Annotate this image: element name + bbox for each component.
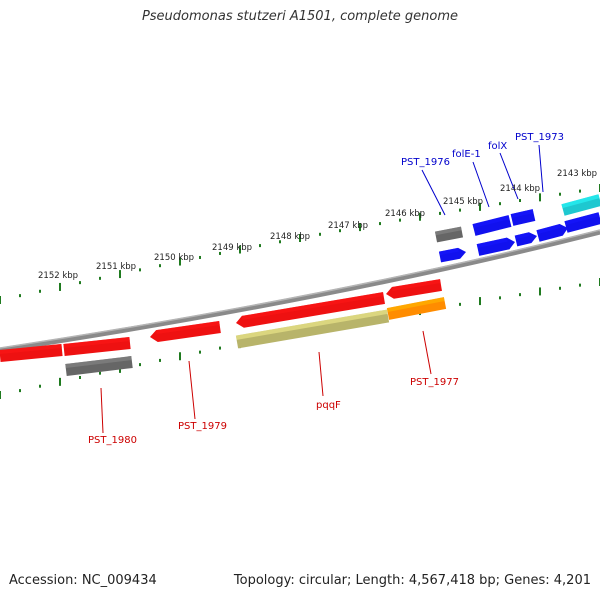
leader-pst1980	[100, 387, 104, 434]
leader-folE1	[472, 161, 490, 208]
gene-pst1976-gray	[434, 226, 464, 243]
gene-pst1976	[438, 247, 466, 263]
gene-folx-a-shine	[476, 237, 508, 249]
gene-red-mid-shine	[241, 292, 384, 320]
gene-pqqf	[235, 309, 390, 349]
gene-foleI-b-shine	[510, 209, 534, 219]
gene-pst1979-shine	[156, 321, 220, 335]
gene-pst1980-shine	[65, 356, 132, 369]
genome-summary-text: Topology: circular; Length: 4,567,418 bp…	[233, 573, 591, 588]
scale-label-2143: 2143 kbp	[557, 169, 597, 179]
map-title: Pseudomonas stutzeri A1501, complete gen…	[141, 9, 459, 24]
gene-label-pqqF: pqqF	[316, 400, 341, 411]
leader-folX	[499, 152, 519, 200]
gene-pst1977	[386, 297, 447, 320]
gene-foleI-a	[472, 215, 512, 236]
gene-pst1977-shine	[386, 297, 445, 313]
gene-red-left-a	[0, 344, 63, 362]
leader-pst1977	[422, 330, 432, 375]
gene-foleI-b	[510, 209, 536, 226]
leader-pst1979	[188, 360, 196, 420]
scale-label-2149: 2149 kbp	[212, 243, 252, 253]
gene-pst1980	[65, 356, 133, 376]
gene-pst1973	[564, 212, 600, 233]
leader-pst1973	[538, 144, 544, 193]
scale-label-2145: 2145 kbp	[443, 197, 483, 207]
gene-cyan	[561, 194, 600, 216]
scale-label-2151: 2151 kbp	[96, 262, 136, 272]
gene-folx-c-shine	[536, 224, 561, 235]
gene-red-right	[386, 279, 442, 299]
gene-label-pst1973: PST_1973	[515, 132, 564, 143]
scale-label-2152: 2152 kbp	[38, 271, 78, 281]
gene-folx-c	[536, 224, 568, 242]
scale-label-2144: 2144 kbp	[500, 184, 540, 194]
backbone-line	[0, 229, 600, 353]
gene-features	[0, 194, 600, 376]
gene-folx-b	[514, 232, 537, 247]
gene-label-pst1979: PST_1979	[178, 421, 227, 432]
genome-backbone	[0, 229, 600, 353]
scale-label-2146: 2146 kbp	[385, 209, 425, 219]
scale-labels: 2152 kbp 2151 kbp 2150 kbp 2149 kbp 2148 kbp…	[38, 169, 597, 281]
gene-label-folX: folX	[488, 141, 507, 152]
gene-pqqf-shine	[235, 309, 388, 340]
scale-label-2148: 2148 kbp	[270, 232, 310, 242]
leader-pqqF	[318, 351, 324, 397]
leader-pst1976	[421, 169, 446, 216]
gene-label-folE1: folE-1	[452, 149, 481, 160]
gene-pst1976-gray-shine	[434, 226, 462, 236]
gene-folx-a	[476, 237, 515, 256]
gene-red-mid	[236, 292, 385, 328]
scale-label-2150: 2150 kbp	[154, 253, 194, 263]
gene-pst1973-shine	[564, 212, 600, 226]
gene-folx-b-shine	[514, 232, 530, 240]
gene-pst1976-shine	[438, 247, 459, 256]
gene-red-left-b	[63, 337, 131, 356]
gene-label-pst1977: PST_1977	[410, 377, 459, 388]
gene-foleI-a-shine	[472, 215, 510, 229]
gene-cyan-shine	[561, 194, 600, 209]
gene-label-pst1980: PST_1980	[88, 435, 137, 446]
gene-pst1979	[150, 321, 221, 342]
gene-label-pst1976: PST_1976	[401, 157, 450, 168]
gene-red-left-b-shine	[63, 337, 130, 349]
accession-text: Accession: NC_009434	[9, 573, 157, 588]
scale-label-2147: 2147 kbp	[328, 221, 368, 231]
backbone-highlight	[0, 229, 600, 349]
gene-red-right-shine	[391, 279, 441, 291]
gene-red-left-a-shine	[0, 344, 62, 354]
label-leader-lines	[100, 144, 544, 434]
